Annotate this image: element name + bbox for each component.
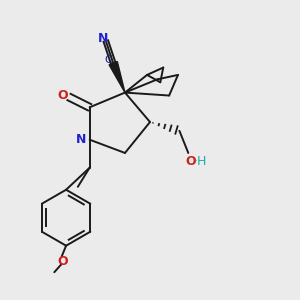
Text: O: O (185, 155, 196, 168)
Text: C: C (104, 55, 112, 64)
Text: N: N (76, 133, 87, 146)
Polygon shape (109, 61, 125, 93)
Text: N: N (98, 32, 108, 45)
Text: O: O (58, 89, 68, 102)
Text: O: O (57, 254, 68, 268)
Text: ·H: ·H (194, 155, 207, 168)
